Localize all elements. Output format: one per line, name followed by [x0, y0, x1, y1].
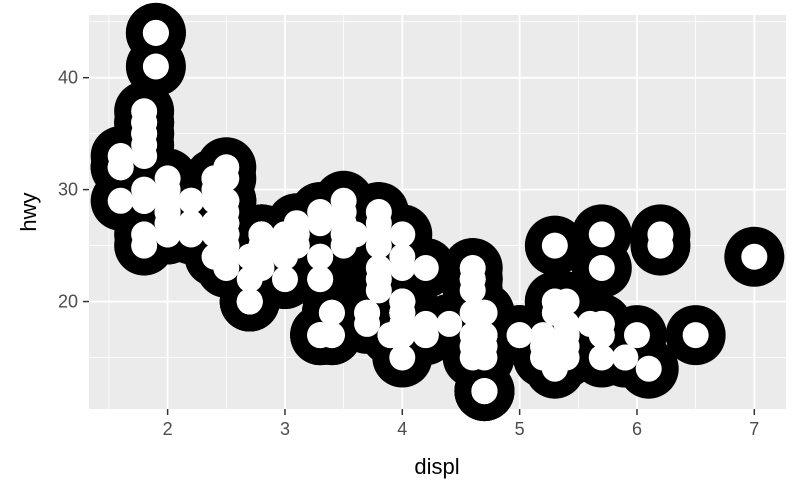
point-center	[588, 221, 615, 248]
point-center	[471, 344, 498, 371]
y-tick-label: 30	[58, 180, 78, 200]
point-center	[682, 322, 709, 349]
point-center	[318, 299, 345, 326]
y-tick-label: 20	[58, 292, 78, 312]
x-tick-label: 6	[632, 419, 642, 439]
point-center	[553, 288, 580, 315]
point-center	[131, 187, 158, 214]
point-center	[307, 243, 334, 270]
x-axis-title: displ	[414, 454, 459, 479]
point-center	[412, 254, 439, 281]
point-center	[307, 210, 334, 237]
point-center	[389, 221, 416, 248]
point-center	[307, 266, 334, 293]
point-center	[389, 344, 416, 371]
point-center	[131, 120, 158, 147]
point-center	[107, 154, 134, 181]
x-tick-label: 7	[749, 419, 759, 439]
point-center	[248, 221, 275, 248]
point-center	[131, 98, 158, 125]
point-center	[506, 322, 533, 349]
point-center	[154, 187, 181, 214]
point-center	[365, 254, 392, 281]
x-tick-label: 4	[397, 419, 407, 439]
point-center	[365, 277, 392, 304]
point-center	[389, 288, 416, 315]
point-center	[741, 243, 768, 270]
x-tick-label: 2	[163, 419, 173, 439]
point-center	[623, 322, 650, 349]
point-center	[236, 288, 263, 315]
point-center	[365, 199, 392, 225]
point-center	[436, 310, 463, 337]
point-center	[471, 322, 498, 349]
point-center	[588, 254, 615, 281]
point-center	[271, 221, 298, 248]
point-center	[588, 310, 615, 337]
point-center	[354, 299, 381, 326]
point-center	[142, 53, 169, 80]
point-center	[248, 243, 275, 270]
point-center	[342, 221, 369, 248]
point-center	[131, 232, 158, 259]
point-center	[459, 266, 486, 293]
point-center	[553, 310, 580, 337]
point-center	[541, 232, 568, 259]
point-center	[471, 378, 498, 405]
x-tick-label: 3	[280, 419, 290, 439]
point-center	[389, 243, 416, 270]
y-tick-label: 40	[58, 68, 78, 88]
y-axis: 20 30 40	[58, 68, 89, 312]
point-center	[389, 310, 416, 337]
x-axis: 2 3 4 5 6 7	[163, 409, 759, 439]
point-center	[213, 232, 240, 259]
point-center	[459, 299, 486, 326]
point-center	[213, 254, 240, 281]
point-center	[612, 344, 639, 371]
point-center	[647, 232, 674, 259]
point-center	[178, 210, 205, 237]
point-center	[588, 344, 615, 371]
y-axis-title: hwy	[16, 192, 41, 231]
point-center	[213, 187, 240, 214]
point-center	[635, 355, 662, 382]
x-tick-label: 5	[515, 419, 525, 439]
point-center	[271, 266, 298, 293]
point-center	[318, 322, 345, 349]
points-layer	[90, 2, 785, 422]
point-center	[330, 199, 357, 225]
point-center	[131, 143, 158, 170]
point-center	[553, 333, 580, 360]
point-center	[412, 310, 439, 337]
point-center	[201, 165, 228, 192]
point-center	[154, 221, 181, 248]
point-center	[178, 187, 205, 214]
point-center	[142, 19, 169, 46]
point-center	[530, 333, 557, 360]
point-center	[107, 187, 134, 214]
